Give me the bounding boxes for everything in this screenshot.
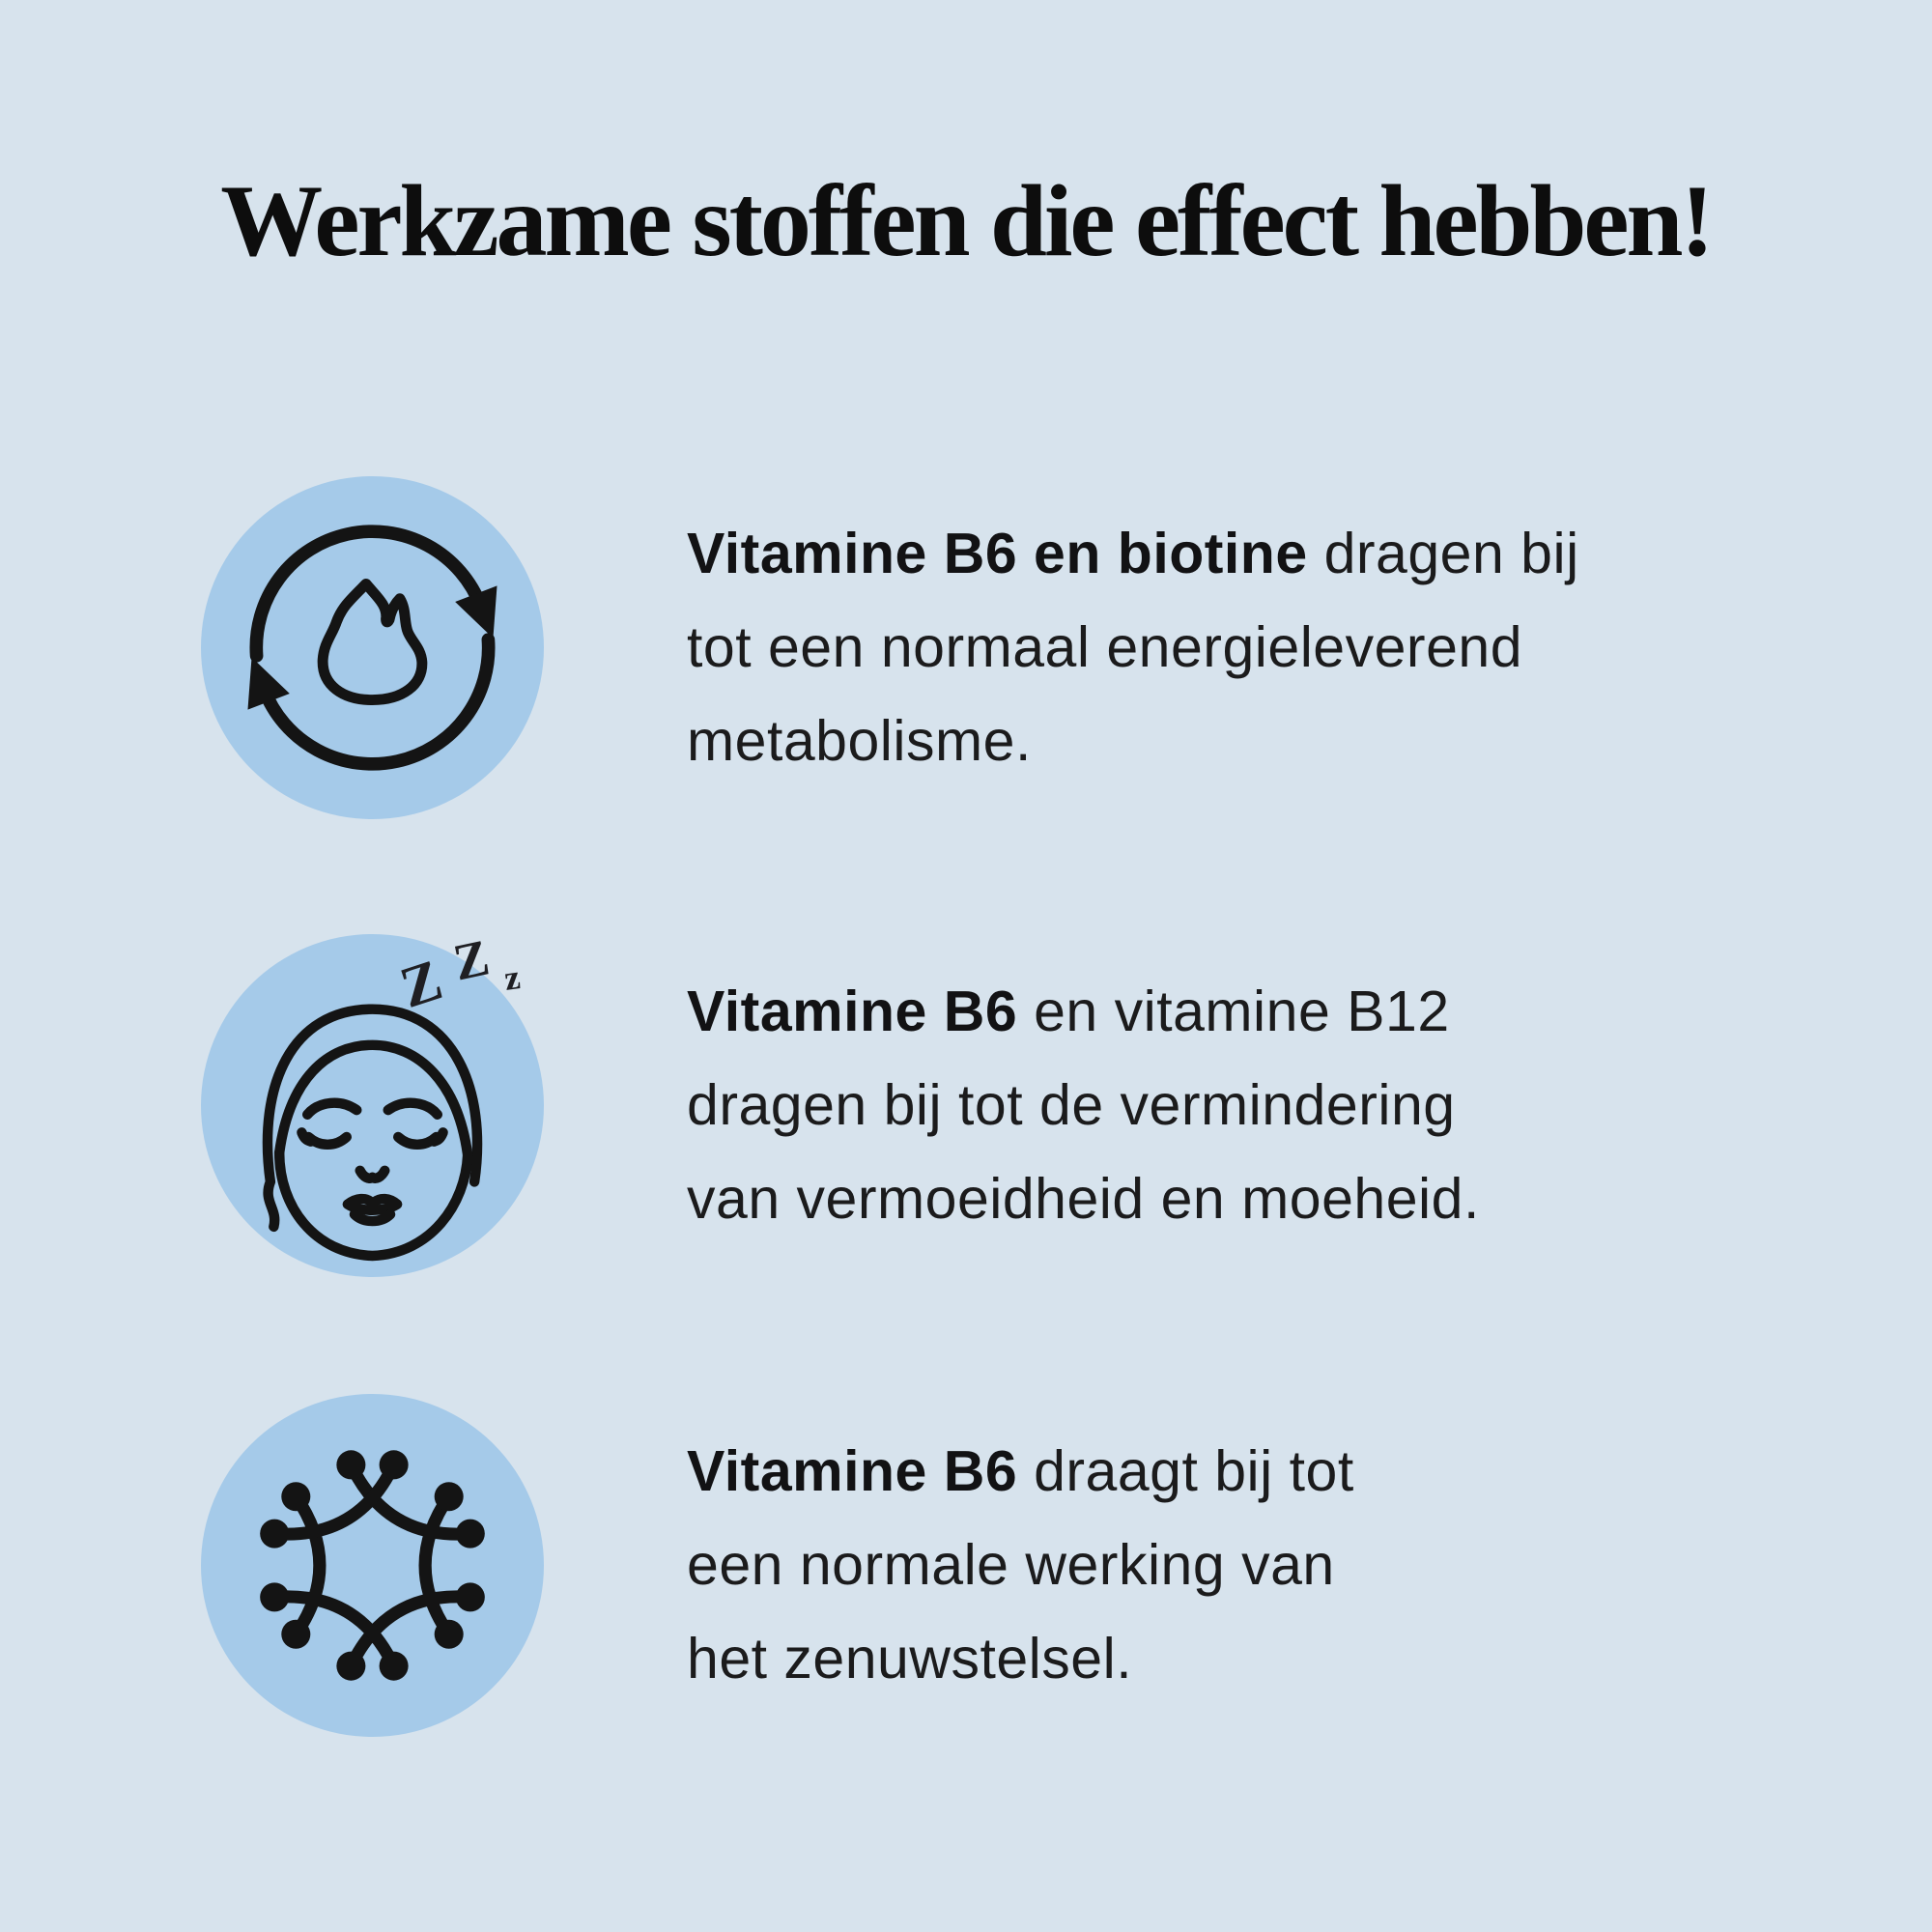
sleep-badge: Z Z z: [201, 934, 544, 1277]
text-line: Vitamine B6 en vitamine B12: [687, 965, 1480, 1059]
text-line: een normale werking van: [687, 1519, 1354, 1612]
bold-lead: Vitamine B6 en biotine: [687, 522, 1308, 585]
text-line: het zenuwstelsel.: [687, 1612, 1354, 1706]
text-line: tot een normaal energieleverend: [687, 601, 1579, 695]
bold-lead: Vitamine B6: [687, 1439, 1018, 1503]
line-text: dragen bij tot de vermindering: [687, 1073, 1456, 1137]
zzz-glyph: z: [501, 957, 522, 998]
line-text: draagt bij tot: [1017, 1439, 1354, 1503]
text-line: Vitamine B6 en biotine dragen bij: [687, 507, 1579, 601]
line-text: een normale werking van: [687, 1533, 1335, 1597]
bold-lead: Vitamine B6: [687, 980, 1018, 1043]
benefit-row-nervous-system: Vitamine B6 draagt bij tot een normale w…: [201, 1394, 1354, 1737]
metabolism-badge: [201, 476, 544, 819]
benefit-row-metabolism: Vitamine B6 en biotine dragen bij tot ee…: [201, 476, 1579, 819]
sleeping-face-icon: Z Z z: [262, 934, 523, 1262]
benefit-text-fatigue: Vitamine B6 en vitamine B12 dragen bij t…: [687, 965, 1480, 1246]
line-text: het zenuwstelsel.: [687, 1627, 1133, 1690]
benefit-text-nervous-system: Vitamine B6 draagt bij tot een normale w…: [687, 1425, 1354, 1706]
text-line: metabolisme.: [687, 695, 1579, 788]
benefit-row-fatigue: Z Z z Vitamine B6 en vitamine B12 dragen…: [201, 934, 1480, 1277]
line-text: tot een normaal energieleverend: [687, 615, 1523, 679]
text-line: van vermoeidheid en moeheid.: [687, 1152, 1480, 1246]
text-line: Vitamine B6 draagt bij tot: [687, 1425, 1354, 1519]
zzz-glyph: Z: [448, 934, 494, 992]
metabolism-cycle-icon: [247, 525, 497, 771]
benefit-text-metabolism: Vitamine B6 en biotine dragen bij tot ee…: [687, 507, 1579, 788]
line-text: dragen bij: [1307, 522, 1579, 585]
line-text: van vermoeidheid en moeheid.: [687, 1167, 1480, 1231]
line-text: metabolisme.: [687, 709, 1032, 773]
line-text: en vitamine B12: [1017, 980, 1450, 1043]
nervous-system-icon: [260, 1450, 485, 1681]
page-title: Werkzame stoffen die effect hebben!: [220, 164, 1714, 277]
text-line: dragen bij tot de vermindering: [687, 1059, 1480, 1152]
nerves-badge: [201, 1394, 544, 1737]
